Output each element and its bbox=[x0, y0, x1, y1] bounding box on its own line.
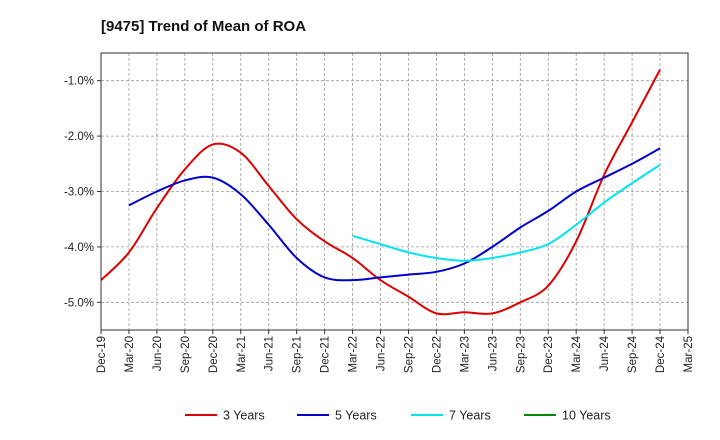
series-line-5-years bbox=[128, 147, 661, 282]
y-tick-label: -1.0% bbox=[64, 76, 94, 88]
x-tick-label: Jun-20 bbox=[152, 336, 164, 371]
x-tick-label: Jun-21 bbox=[264, 336, 276, 371]
x-tick-label: Mar-21 bbox=[236, 336, 248, 372]
series-line-3-years bbox=[100, 69, 661, 316]
x-tick-label: Dec-24 bbox=[655, 335, 667, 373]
x-tick-label: Sep-24 bbox=[627, 335, 639, 373]
legend-label-10-years: 10 Years bbox=[562, 409, 611, 423]
y-tick-label: -5.0% bbox=[64, 297, 94, 309]
x-tick-label: Dec-20 bbox=[208, 336, 220, 373]
x-tick-label: Sep-20 bbox=[180, 336, 192, 373]
x-tick-label: Dec-23 bbox=[543, 336, 555, 373]
x-tick-label: Sep-22 bbox=[403, 336, 415, 373]
legend: 3 Years 5 Years 7 Years 10 Years bbox=[185, 409, 611, 423]
x-tick-label: Mar-24 bbox=[571, 335, 583, 372]
x-tick-label: Dec-19 bbox=[96, 336, 108, 373]
chart-title: [9475] Trend of Mean of ROA bbox=[101, 18, 306, 35]
series-lines bbox=[100, 69, 661, 316]
x-tick-label: Jun-23 bbox=[487, 336, 499, 371]
x-axis: Dec-19 Mar-20 Jun-20 Sep-20 Dec-20 Mar-21 Jun-… bbox=[96, 330, 695, 373]
y-tick-label: -2.0% bbox=[64, 131, 94, 143]
x-tick-label: Sep-23 bbox=[515, 336, 527, 373]
legend-label-5-years: 5 Years bbox=[335, 409, 377, 423]
y-axis: -1.0% -2.0% -3.0% -4.0% -5.0% bbox=[64, 76, 101, 309]
y-tick-label: -4.0% bbox=[64, 242, 94, 254]
x-tick-label: Jun-24 bbox=[599, 335, 611, 371]
legend-label-3-years: 3 Years bbox=[223, 409, 265, 423]
x-tick-label: Mar-23 bbox=[459, 336, 471, 372]
legend-label-7-years: 7 Years bbox=[449, 409, 491, 423]
x-tick-label: Mar-20 bbox=[124, 336, 136, 372]
y-tick-label: -3.0% bbox=[64, 187, 94, 199]
x-tick-label: Mar-22 bbox=[348, 336, 360, 372]
grid bbox=[101, 53, 688, 330]
x-tick-label: Mar-25 bbox=[683, 336, 695, 372]
series-line-7-years bbox=[352, 164, 661, 262]
x-tick-label: Dec-22 bbox=[431, 336, 443, 373]
x-tick-label: Dec-21 bbox=[320, 336, 332, 373]
x-tick-label: Jun-22 bbox=[376, 336, 388, 371]
x-tick-label: Sep-21 bbox=[292, 336, 304, 373]
